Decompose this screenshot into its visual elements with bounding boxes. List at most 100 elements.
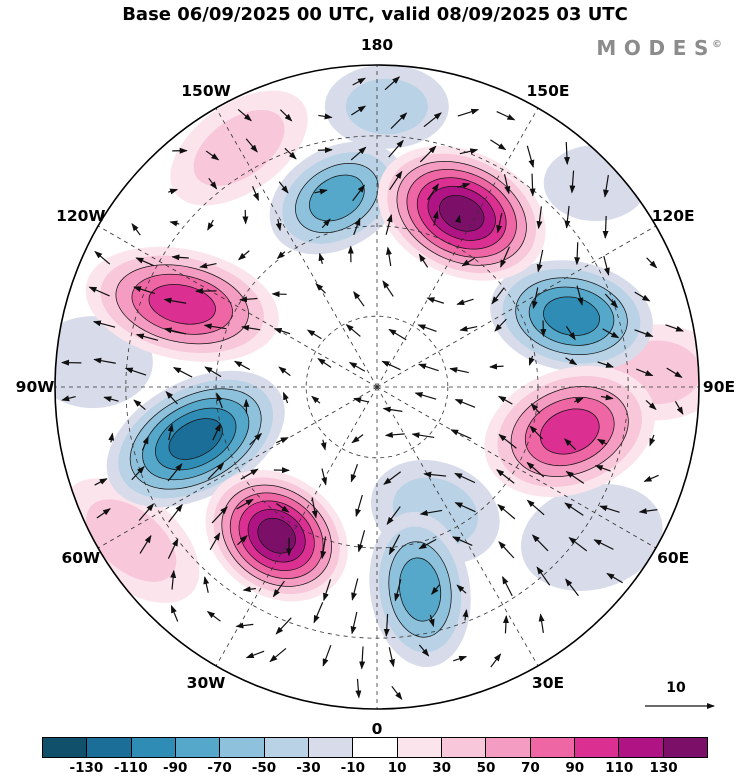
wind-vector [602, 328, 620, 339]
map-generated-content: 180 150E 120E 90E 60E 30E 0 30W 60W 90W 120W 150W [16, 36, 735, 735]
longitude-spoke [215, 107, 378, 388]
lon-label-90E: 90E [703, 378, 735, 396]
copyright-mark: © [712, 39, 722, 51]
wind-vector [453, 655, 468, 662]
wind-vector [569, 170, 576, 194]
wind-vector [355, 494, 363, 518]
wind-vector [565, 357, 578, 366]
anomaly-contour [543, 296, 600, 336]
wind-vector [138, 503, 155, 521]
wind-vector [94, 478, 108, 486]
wind-vector [459, 148, 479, 155]
wind-vector [417, 363, 439, 372]
wind-vector [242, 586, 256, 593]
wind-vector [206, 611, 221, 622]
colorbar-cell [529, 738, 574, 757]
wind-vector [282, 391, 289, 404]
wind-vector [674, 400, 684, 415]
wind-vector [391, 685, 403, 701]
wind-vector [636, 368, 654, 377]
wind-vector [135, 333, 159, 341]
wind-vector [353, 397, 370, 404]
wind-vector [103, 396, 119, 403]
wind-vector [418, 253, 429, 268]
wind-vector [237, 108, 252, 122]
wind-vector [530, 403, 541, 414]
anomaly-contour [539, 408, 600, 455]
colorbar: -130 -110 -90 -70 -50 -30 -10 10 30 50 70 90 110 130 [42, 737, 708, 780]
wind-vector [278, 366, 291, 377]
wind-vector [317, 358, 332, 368]
reference-vector-label: 10 [666, 680, 686, 696]
wind-vector [382, 280, 394, 297]
wind-vector [634, 291, 651, 302]
wind-vector [418, 644, 430, 657]
wind-vector [203, 323, 227, 330]
wind-vector [323, 579, 332, 602]
colorbar-tick: 90 [565, 760, 585, 776]
wind-vector [357, 530, 366, 553]
wind-vector [211, 506, 228, 524]
colorbar-cell [43, 738, 87, 757]
wind-vector [529, 173, 536, 197]
wind-vector [603, 255, 610, 276]
wind-vector [139, 534, 152, 554]
wind-vector [529, 425, 544, 440]
lon-label-60E: 60E [657, 549, 689, 567]
wind-vector [313, 602, 324, 624]
colorbar-tick: -10 [340, 760, 365, 776]
wind-vector [452, 536, 473, 546]
wind-vector [603, 174, 609, 198]
wind-vector [168, 188, 179, 195]
wind-vector [124, 367, 147, 376]
wind-vector [94, 250, 111, 265]
wind-vector [351, 578, 359, 601]
wind-vector [320, 536, 327, 560]
wind-vector [276, 502, 290, 513]
wind-vector [594, 465, 611, 472]
wind-vector [239, 296, 258, 303]
wind-vector [565, 326, 576, 341]
wind-vector [388, 139, 404, 158]
wind-vector [383, 613, 390, 637]
wind-vector [643, 474, 659, 482]
wind-vector [208, 177, 218, 190]
wind-vector [426, 297, 445, 304]
wind-vector [666, 367, 683, 378]
wind-vector [649, 434, 656, 447]
colorbar-cell [263, 738, 308, 757]
wind-vector [459, 325, 478, 332]
wind-vector [311, 395, 321, 404]
colorbar-cell [86, 738, 131, 757]
wind-vector [498, 433, 517, 449]
modes-logo-text: MODES [596, 36, 716, 60]
wind-vector [454, 502, 476, 513]
wind-vector [564, 502, 584, 516]
wind-vector [645, 399, 657, 411]
wind-vector [348, 361, 366, 372]
anomaly-contour [345, 78, 428, 135]
wind-vector [209, 532, 221, 551]
lon-label-150E: 150E [527, 82, 570, 100]
wind-vector [321, 218, 331, 229]
wind-vector [574, 242, 581, 266]
lon-label-0: 0 [372, 720, 383, 735]
anomaly-contour [168, 418, 223, 460]
wind-vector [500, 246, 511, 268]
wind-vector [563, 142, 570, 166]
wind-vector [411, 432, 435, 439]
wind-vector [350, 146, 367, 161]
anomaly-contour [148, 284, 216, 325]
wind-vector [384, 76, 401, 91]
colorbar-cell [174, 738, 220, 757]
wind-vector [352, 77, 366, 86]
lon-label-60W: 60W [61, 549, 100, 567]
wind-vector [345, 324, 361, 337]
wind-vector [276, 437, 289, 444]
wind-vector [240, 468, 259, 480]
wind-vector [457, 182, 471, 189]
anomaly-contour [520, 483, 663, 591]
longitude-spoke [215, 386, 378, 667]
wind-vector [237, 250, 250, 261]
